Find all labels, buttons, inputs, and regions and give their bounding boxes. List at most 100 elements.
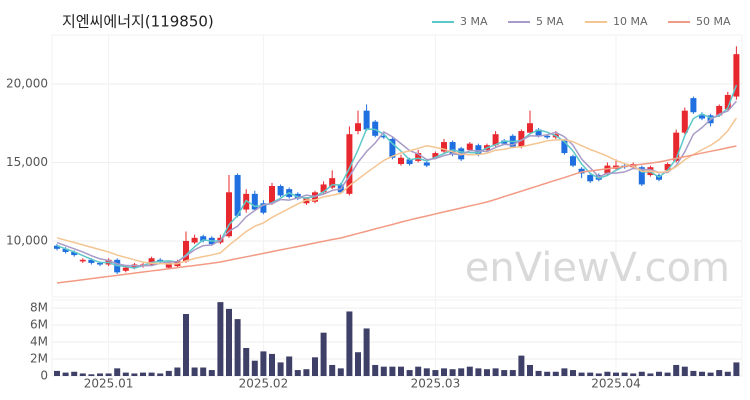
volume-bar xyxy=(234,319,241,376)
volume-bar xyxy=(303,369,310,376)
y-tick-label: 15,000 xyxy=(6,155,48,169)
legend-label: 50 MA xyxy=(696,15,731,28)
volume-bar xyxy=(707,372,714,376)
candle-body xyxy=(260,203,267,213)
x-tick-label: 2025.03 xyxy=(411,377,461,391)
candle-body xyxy=(200,236,207,241)
volume-bar xyxy=(329,364,336,376)
candle-body xyxy=(251,193,258,210)
volume-bar xyxy=(243,347,250,376)
x-tick-label: 2025.02 xyxy=(239,377,289,391)
volume-bar xyxy=(97,373,103,376)
candle-body xyxy=(389,138,396,158)
volume-bar xyxy=(174,367,181,376)
volume-bar xyxy=(621,372,628,376)
volume-bar xyxy=(346,311,353,376)
volume-bar xyxy=(105,373,112,376)
volume-bar xyxy=(88,374,95,376)
ma-line xyxy=(56,117,738,265)
candle-body xyxy=(79,259,86,262)
volume-bar xyxy=(475,368,482,376)
candle-body xyxy=(535,129,542,136)
candle-body xyxy=(432,153,439,158)
candle-body xyxy=(183,240,189,262)
volume-bar xyxy=(62,372,69,376)
candle-body xyxy=(97,262,103,265)
volume-bar xyxy=(552,371,559,376)
candle-body xyxy=(475,145,482,155)
candle-body xyxy=(277,186,284,196)
candle-body xyxy=(527,123,533,133)
volume-bar xyxy=(535,370,542,376)
volume-bar xyxy=(441,368,447,376)
volume-bar xyxy=(509,370,516,376)
candle-body xyxy=(165,262,172,268)
legend-label: 3 MA xyxy=(460,15,488,28)
candle-body xyxy=(466,143,473,150)
volume-bar xyxy=(570,370,576,376)
volume-bar xyxy=(406,370,413,376)
watermark: enViewV.com xyxy=(465,245,730,291)
y-tick-label: 10,000 xyxy=(6,233,48,247)
volume-bar xyxy=(604,371,611,376)
volume-bar xyxy=(716,370,723,376)
candle-body xyxy=(62,248,69,252)
y-tick-label: 0 xyxy=(40,369,48,383)
candle-body xyxy=(71,251,78,256)
candle-body xyxy=(638,167,645,185)
candle-body xyxy=(561,140,568,154)
volume-bar xyxy=(165,370,172,376)
volume-bar xyxy=(484,369,490,376)
volume-bar xyxy=(54,370,60,376)
volume-bar xyxy=(578,372,585,376)
candle-body xyxy=(587,175,594,182)
candle-body xyxy=(578,168,585,174)
candle-body xyxy=(269,186,275,204)
ma-line xyxy=(56,145,737,284)
candle-body xyxy=(570,156,576,166)
volume-bar xyxy=(389,366,396,376)
volume-bar xyxy=(501,370,508,376)
volume-bar xyxy=(690,370,697,376)
candle-body xyxy=(699,115,705,119)
candle-body xyxy=(157,259,164,262)
candle-body xyxy=(544,135,551,138)
volume-bar xyxy=(122,372,129,376)
candle-body xyxy=(88,259,95,263)
candle-body xyxy=(664,164,671,171)
volume-bar xyxy=(492,368,499,376)
candle-body xyxy=(234,175,241,216)
candle-body xyxy=(122,267,129,271)
volume-bar xyxy=(294,370,301,376)
volume-bar xyxy=(638,371,645,376)
volume-bar xyxy=(208,370,215,376)
volume-bar xyxy=(320,332,327,376)
volume-bar xyxy=(595,373,602,376)
volume-bar xyxy=(613,372,619,376)
candle-body xyxy=(380,135,387,138)
candle-body xyxy=(441,142,447,152)
candle-body xyxy=(518,131,525,147)
candle-body xyxy=(226,192,232,237)
volume-bar xyxy=(114,368,121,376)
volume-bar xyxy=(647,373,654,376)
volume-bar xyxy=(363,328,370,376)
candle-body xyxy=(681,110,688,133)
candle-body xyxy=(303,198,310,204)
candle-body xyxy=(415,153,422,161)
volume-bar xyxy=(656,371,662,376)
volume-bar xyxy=(312,357,318,376)
candle-body xyxy=(501,140,508,144)
volume-bar xyxy=(432,370,439,376)
volume-bar xyxy=(79,373,86,376)
volume-bar xyxy=(191,367,198,376)
volume-bar xyxy=(337,368,344,376)
ma-line xyxy=(56,100,737,267)
candle-body xyxy=(398,157,404,165)
volume-bar xyxy=(131,373,138,376)
volume-bar xyxy=(226,308,232,376)
candle-body xyxy=(733,54,740,97)
y-tick-label: 4M xyxy=(30,335,48,349)
volume-bar xyxy=(398,366,404,376)
